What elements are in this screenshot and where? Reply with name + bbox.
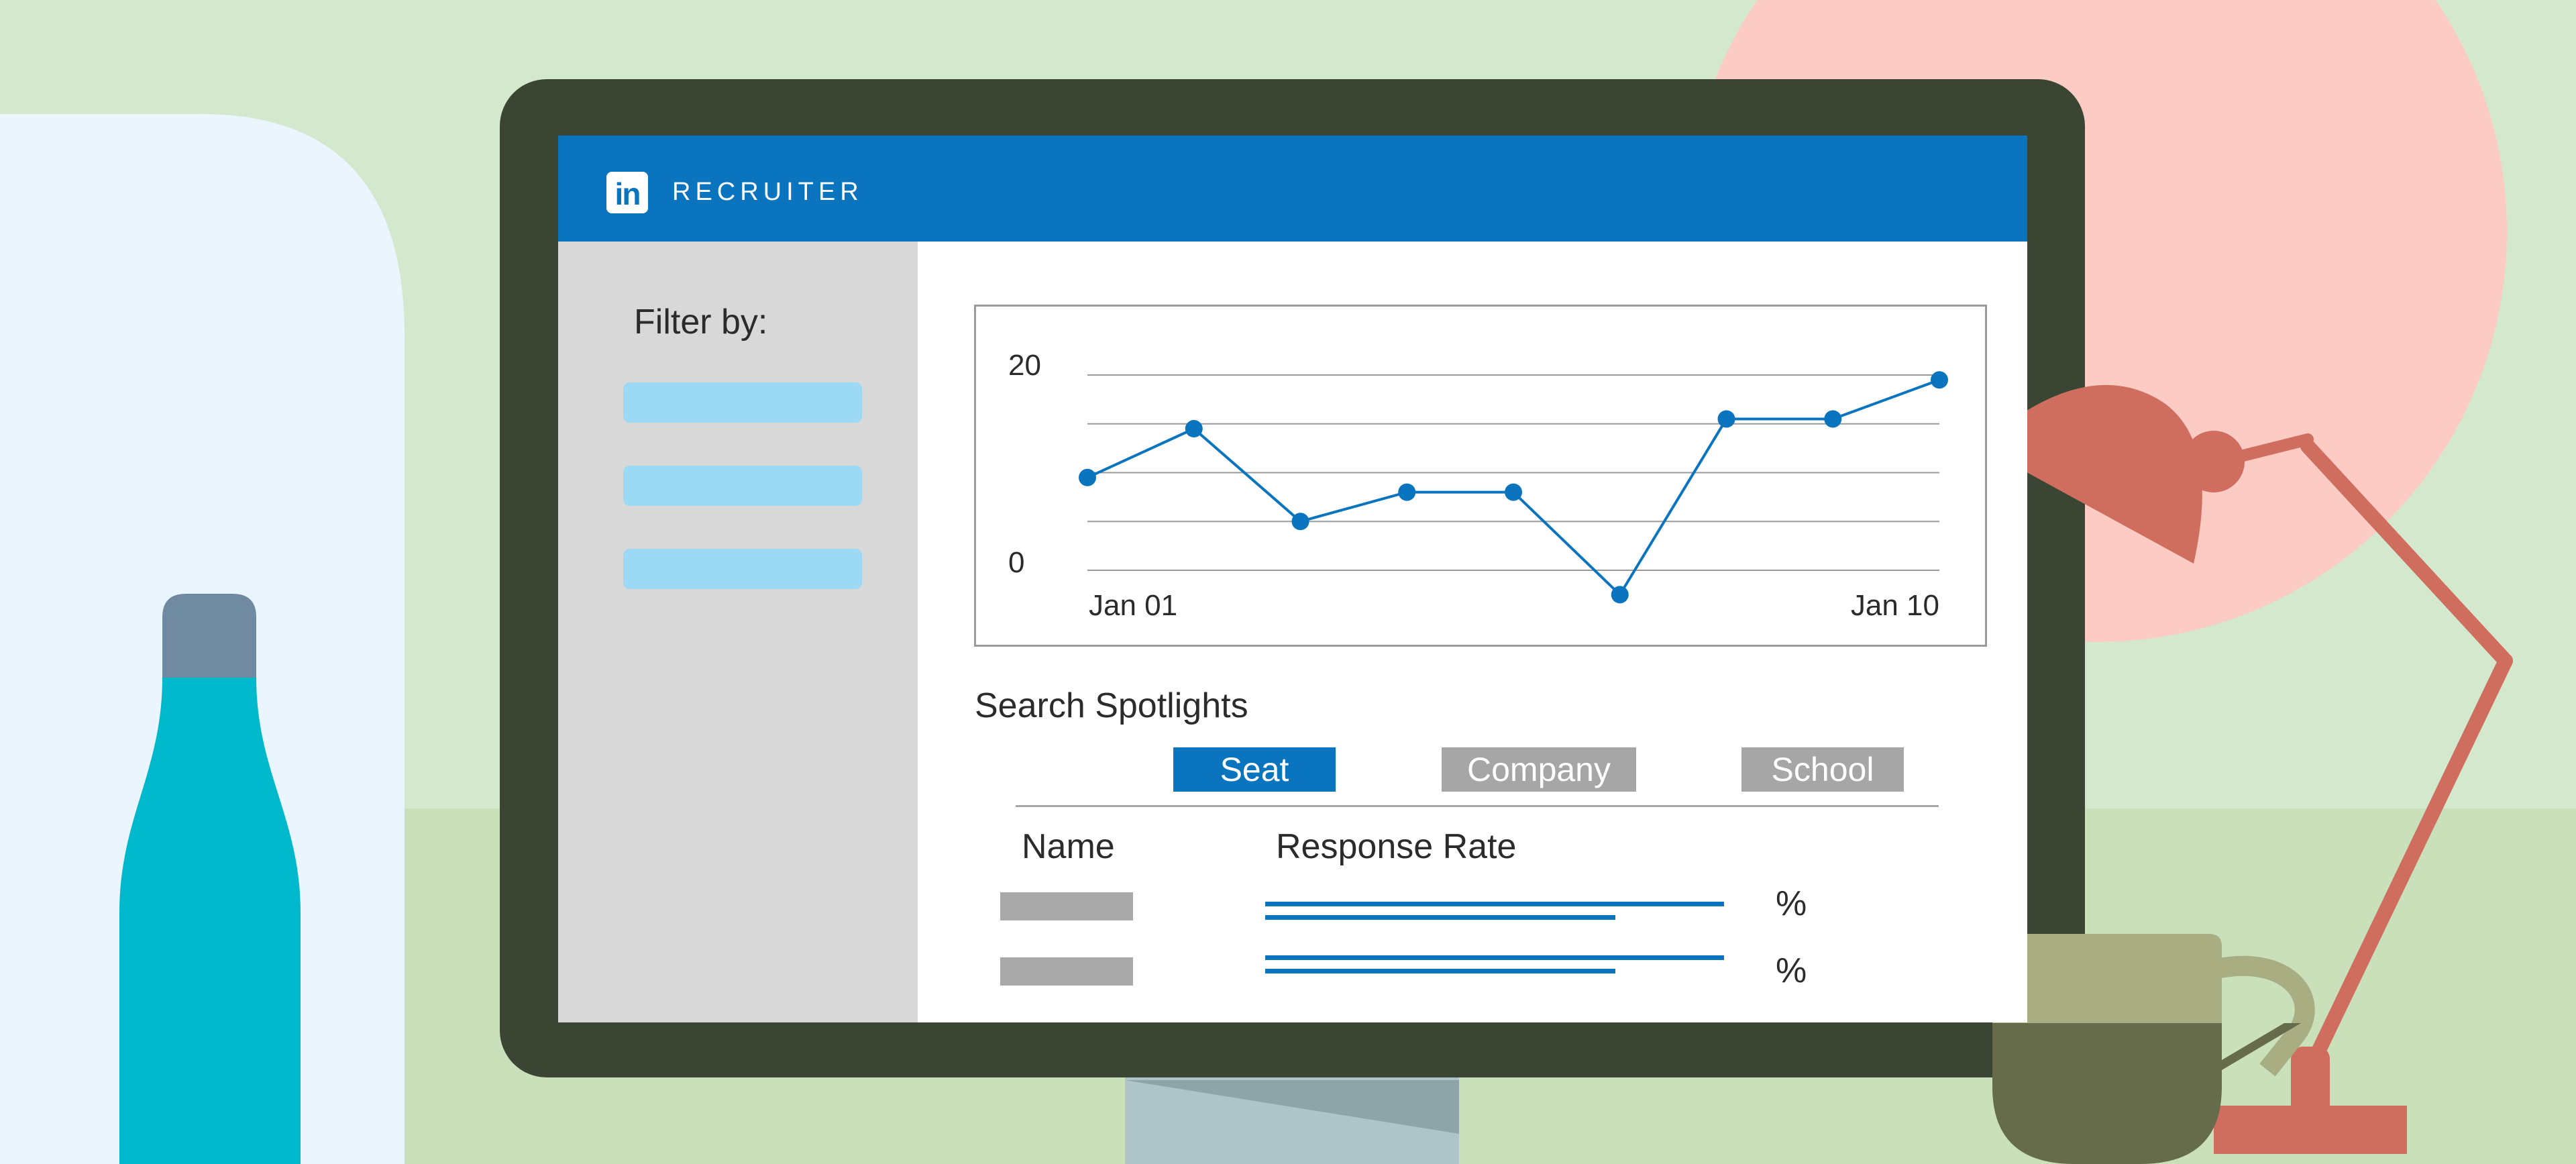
app-title: RECRUITER [672,178,863,206]
desk-lamp-illustration [1979,384,2513,1154]
percent-label: % [1776,884,1807,923]
tab-company[interactable]: Company [1442,747,1636,792]
tab-school[interactable]: School [1741,747,1904,792]
chart-grid [1087,374,1939,571]
row-name-placeholder [1000,892,1133,920]
line-chart-svg: 20 0 Jan 01 Jan 10 [1008,349,1948,622]
filter-label: Filter by: [634,303,768,341]
recruiter-screen: in RECRUITER Filter by: 20 0 Jan 01 Jan … [558,136,2027,1022]
column-header-response-rate: Response Rate [1276,827,1517,866]
filter-option-1[interactable] [623,382,862,423]
x-tick-label-end: Jan 10 [1851,589,1939,622]
search-spotlights-title: Search Spotlights [975,686,1248,725]
tab-seat[interactable]: Seat [1173,747,1336,792]
data-point[interactable] [1611,586,1629,604]
linkedin-logo[interactable]: in [606,172,648,213]
column-header-name: Name [1022,827,1115,866]
response-rate-bar [1265,915,1615,920]
data-point[interactable] [1398,483,1416,501]
data-point[interactable] [1185,420,1203,438]
data-points [1079,371,1948,604]
filter-option-3[interactable] [623,549,862,589]
data-point[interactable] [1717,410,1735,428]
linkedin-in-icon: in [614,176,641,211]
data-point[interactable] [1079,468,1096,486]
response-rate-bar [1265,902,1724,906]
data-point[interactable] [1291,513,1309,531]
response-rate-bar [1265,955,1724,960]
data-point[interactable] [1931,371,1948,389]
percent-label: % [1776,951,1807,990]
coffee-mug-illustration [1992,934,2315,1164]
tab-divider [1016,805,1939,807]
y-tick-label-bottom: 0 [1008,546,1024,579]
water-bottle-illustration [119,594,301,1164]
filter-option-2[interactable] [623,466,862,506]
y-tick-label-top: 20 [1008,349,1041,382]
filter-sidebar: Filter by: [558,242,918,1022]
monitor-stand-illustration [1125,1073,1459,1164]
x-tick-label-start: Jan 01 [1089,589,1177,622]
response-rate-bar [1265,969,1615,973]
line-chart: 20 0 Jan 01 Jan 10 [974,305,1987,647]
data-point[interactable] [1824,410,1842,428]
top-bar: in RECRUITER [558,136,2027,242]
data-point[interactable] [1505,483,1522,501]
row-name-placeholder [1000,957,1133,986]
